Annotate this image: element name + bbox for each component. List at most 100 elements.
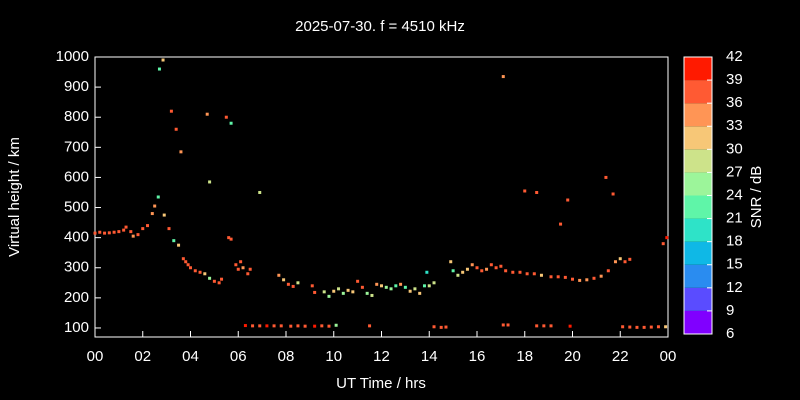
point [599,274,603,278]
point [313,324,317,328]
point [360,285,364,289]
point [489,263,493,267]
point [103,231,107,235]
point [239,260,243,264]
point [153,204,157,208]
colorbar-tick-label: 15 [726,256,743,273]
point [258,190,262,194]
colorbar-bin [684,57,712,81]
point [501,323,505,327]
point [334,323,338,327]
y-tick-label: 800 [64,108,89,125]
point [656,325,660,329]
point [422,284,426,288]
point [184,260,188,264]
point [504,269,508,273]
point [542,324,546,328]
point [98,230,102,234]
x-tick-label: 04 [182,348,199,365]
colorbar-bin [684,264,712,288]
y-tick-label: 700 [64,138,89,155]
x-tick-label: 00 [660,348,677,365]
colorbar-tick-label: 33 [726,117,743,134]
point [234,263,238,267]
point [604,175,608,179]
point [485,267,489,271]
point [525,272,529,276]
point [494,266,498,270]
point [129,230,133,234]
y-tick-label: 400 [64,229,89,246]
point [432,325,436,329]
point [277,273,281,277]
point [368,324,372,328]
point [189,266,192,270]
point [136,233,140,237]
colorbar-bin [684,149,712,173]
point [272,324,276,328]
point [174,127,178,131]
point [418,291,422,295]
point [539,273,543,277]
point [664,325,668,329]
point [124,225,128,229]
point [535,324,539,328]
y-tick-label: 200 [64,289,89,306]
point [413,287,417,291]
point [212,279,216,283]
point [628,257,632,261]
point [167,227,171,231]
x-tick-label: 20 [564,348,581,365]
y-tick-label: 1000 [56,48,89,65]
point [592,276,596,280]
point [205,112,209,116]
point [523,189,527,193]
x-tick-label: 10 [325,348,342,365]
point [389,287,393,291]
point [172,239,176,243]
point [606,269,610,273]
point [320,324,324,328]
chart-title: 2025-07-30. f = 4510 kHz [295,18,465,35]
colorbar-tick-label: 27 [726,163,743,180]
point [480,269,484,273]
point [203,272,207,276]
point [661,242,665,246]
point [208,180,212,184]
point [141,227,145,231]
point [444,325,448,329]
colorbar-tick-label: 42 [726,48,743,65]
point [224,115,228,119]
point [186,263,190,267]
colorbar-bin [684,103,712,127]
colorbar-tick-label: 18 [726,233,743,250]
point [549,324,553,328]
point [289,324,293,328]
point [220,277,224,281]
point [649,325,653,329]
point [384,285,388,289]
point [556,275,560,279]
colorbar-bin [684,241,712,265]
point [332,289,336,293]
x-tick-label: 02 [134,348,151,365]
point [198,270,202,274]
point [461,270,465,274]
x-tick-label: 00 [87,348,104,365]
point [456,273,460,277]
point [427,284,431,288]
colorbar-tick-label: 12 [726,279,743,296]
point [563,275,567,279]
point [618,257,622,261]
point [439,325,443,329]
point [181,257,185,261]
point [585,278,589,282]
x-tick-label: 08 [278,348,295,365]
point [337,287,341,291]
point [291,284,295,288]
point [403,285,407,289]
point [535,190,539,194]
point [432,281,436,285]
